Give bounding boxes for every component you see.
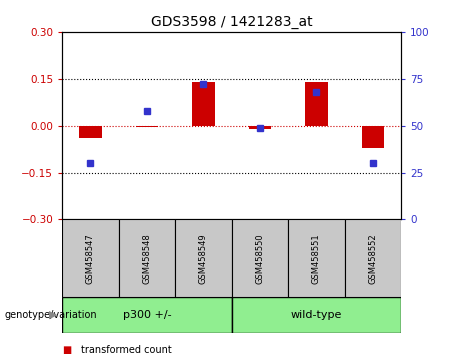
Bar bbox=[79, 126, 102, 138]
Text: GSM458551: GSM458551 bbox=[312, 233, 321, 284]
Text: wild-type: wild-type bbox=[291, 310, 342, 320]
Text: GSM458547: GSM458547 bbox=[86, 233, 95, 284]
Text: GSM458550: GSM458550 bbox=[255, 233, 265, 284]
Bar bbox=[344, 219, 401, 297]
Text: GSM458548: GSM458548 bbox=[142, 233, 152, 284]
Bar bbox=[62, 219, 118, 297]
Text: ■: ■ bbox=[62, 346, 71, 354]
Text: p300 +/-: p300 +/- bbox=[123, 310, 171, 320]
Bar bbox=[361, 126, 384, 148]
Bar bbox=[62, 297, 231, 333]
Title: GDS3598 / 1421283_at: GDS3598 / 1421283_at bbox=[151, 16, 313, 29]
Bar bbox=[288, 219, 344, 297]
Bar bbox=[231, 219, 288, 297]
Text: genotype/variation: genotype/variation bbox=[5, 310, 97, 320]
Bar bbox=[136, 126, 158, 127]
Bar bbox=[231, 297, 401, 333]
Bar bbox=[248, 126, 271, 129]
Bar bbox=[305, 82, 328, 126]
Bar bbox=[192, 82, 215, 126]
Text: GSM458549: GSM458549 bbox=[199, 233, 208, 284]
Text: ▶: ▶ bbox=[49, 310, 58, 320]
Bar bbox=[175, 219, 231, 297]
Text: transformed count: transformed count bbox=[81, 346, 171, 354]
Text: GSM458552: GSM458552 bbox=[368, 233, 378, 284]
Bar bbox=[118, 219, 175, 297]
